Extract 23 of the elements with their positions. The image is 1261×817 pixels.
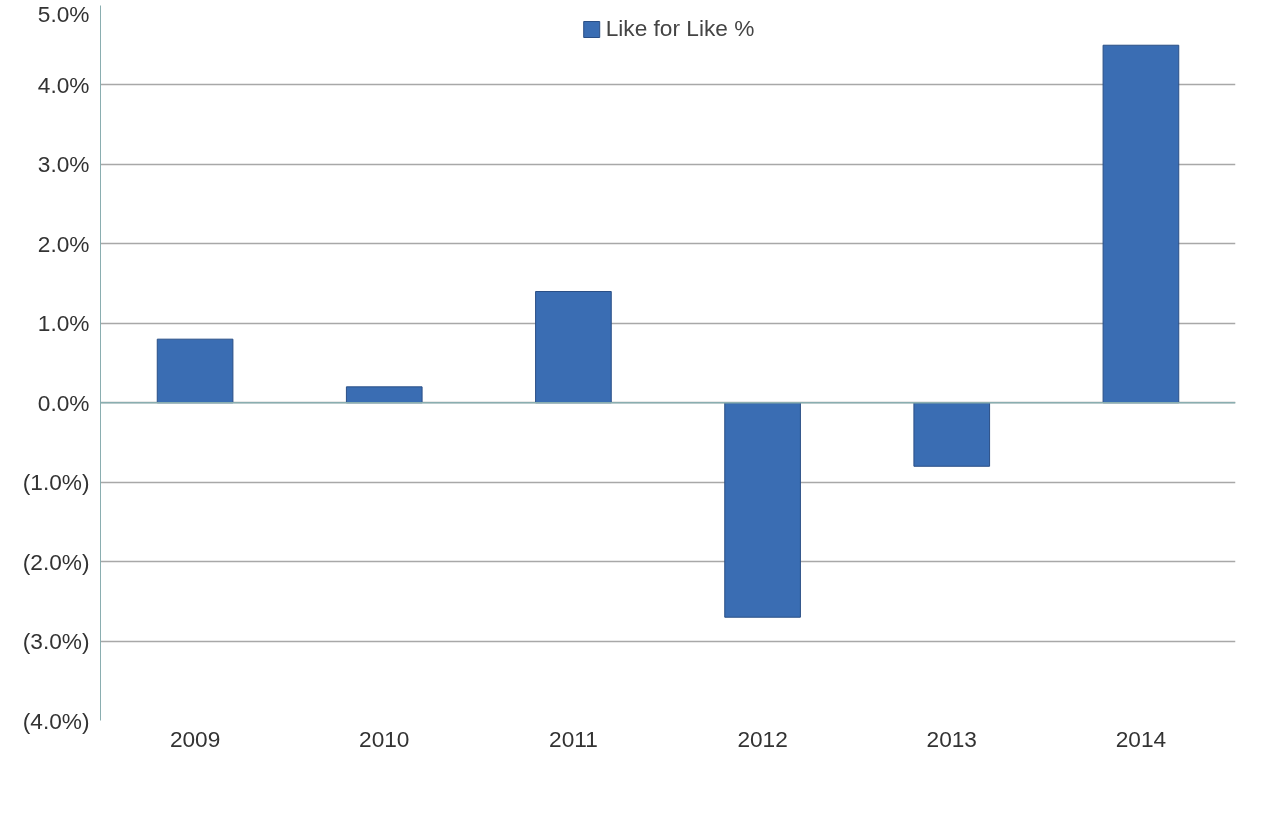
x-tick-label: 2011 [549,725,598,752]
x-tick-label: 2012 [737,725,788,752]
bar [724,402,801,618]
legend-label: Like for Like % [605,15,755,42]
y-tick-label: (4.0%) [22,707,90,734]
y-tick-label: (2.0%) [22,548,90,575]
bar [156,338,234,404]
y-tick-label: 1.0% [37,310,90,337]
y-tick-label: 4.0% [37,71,90,98]
y-tick-label: 2.0% [37,230,90,257]
x-tick-label: 2009 [169,725,221,752]
x-tick-label: 2010 [359,725,410,752]
bar [1102,44,1180,404]
y-tick-label: (1.0%) [22,469,90,496]
x-tick-label: 2014 [1115,725,1167,752]
bar [535,291,612,404]
y-tick-label: (3.0%) [22,628,90,655]
bar [913,402,991,467]
y-tick-label: 3.0% [37,151,90,178]
x-tick-label: 2013 [926,725,977,752]
y-tick-label: 0.0% [37,389,90,416]
bar [345,386,423,404]
y-tick-label: 5.0% [37,0,90,27]
